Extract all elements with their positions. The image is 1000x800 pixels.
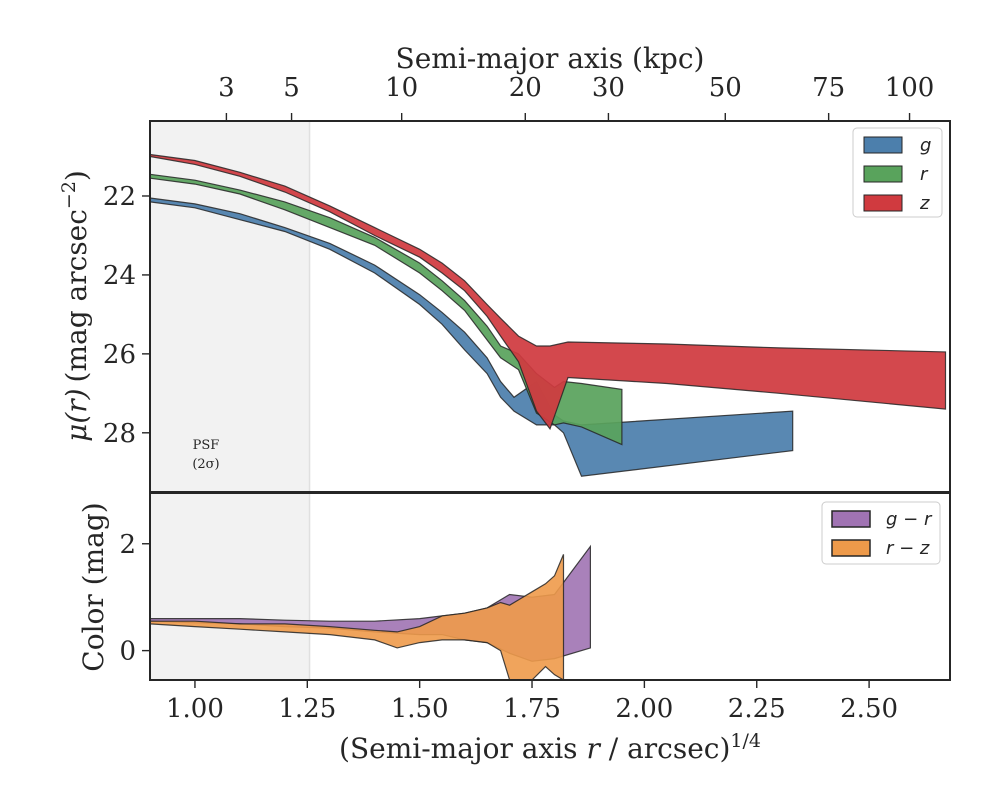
- top-y-label-close: ): [60, 170, 93, 181]
- psf-shade-regions: [150, 121, 311, 680]
- x-label-exponent: 1/4: [730, 730, 761, 752]
- bottom-xtick-label: 1.25: [278, 694, 336, 724]
- top-y-label-symbol: μ(r): [60, 388, 93, 441]
- top-y-label-exponent: −2: [58, 181, 80, 209]
- bottom-xtick-label: 2.25: [728, 694, 786, 724]
- x-label-variable: r: [586, 732, 601, 765]
- top-xtick-label: 30: [592, 73, 625, 103]
- top-ytick-label: 28: [103, 419, 136, 449]
- top-x-axis-label: Semi-major axis (kpc): [396, 42, 705, 75]
- bottom-x-axis-label: (Semi-major axis r / arcsec)1/4: [339, 730, 761, 765]
- color-bands: [150, 544, 591, 680]
- top-xtick-label: 20: [509, 73, 542, 103]
- legend-label-z: z: [919, 193, 930, 214]
- bottom-y-ticks: 02: [119, 530, 150, 667]
- top-y-axis-label: μ(r) (mag arcsec−2): [58, 170, 93, 442]
- legend-swatch-color-0: [831, 510, 871, 528]
- band-z: [150, 153, 947, 431]
- band-color-1: [150, 554, 565, 680]
- legend-label-r: r: [920, 164, 929, 185]
- bottom-xtick-label: 2.00: [615, 694, 673, 724]
- legend-swatch-color-1: [831, 539, 871, 557]
- x-label-prefix: (Semi-major axis: [339, 732, 586, 765]
- legend-label-color-1: r − z: [886, 538, 930, 559]
- top-xtick-label: 50: [709, 73, 742, 103]
- band-g: [150, 197, 794, 477]
- top-ytick-label: 24: [103, 261, 136, 291]
- legend-swatch-r: [863, 165, 903, 183]
- top-ytick-label: 22: [103, 182, 136, 212]
- bottom-x-ticks: 1.00 1.25 1.50 1.75 2.00 2.25 2.50: [166, 680, 898, 724]
- bottom-xtick-label: 1.00: [166, 694, 224, 724]
- x-label-suffix: / arcsec): [600, 732, 731, 765]
- bottom-ytick-label: 0: [119, 637, 136, 667]
- profile-bands: [150, 153, 947, 477]
- top-secondary-x-ticks: 3 5 10 20 30 50 75 100: [218, 73, 934, 121]
- legend-label-g: g: [920, 135, 931, 156]
- top-xtick-label: 3: [218, 73, 235, 103]
- top-xtick-label: 75: [812, 73, 845, 103]
- legend-swatch-g: [863, 136, 903, 154]
- surface-brightness-panel: [150, 153, 947, 477]
- top-xtick-label: 10: [385, 73, 418, 103]
- bottom-y-axis-label: Color (mag): [77, 502, 110, 671]
- bottom-axes-frame: [149, 492, 951, 681]
- top-xtick-label: 100: [885, 73, 935, 103]
- top-y-ticks: 22 24 26 28: [103, 182, 150, 449]
- psf-shade-bottom: [150, 493, 310, 680]
- psf-label: PSF: [193, 438, 220, 453]
- top-legend: grz: [852, 127, 943, 218]
- legend-swatch-z: [863, 194, 903, 212]
- top-ytick-label: 26: [103, 340, 136, 370]
- bottom-legend: g − r r − z: [821, 501, 941, 565]
- bottom-ytick-label: 2: [119, 530, 136, 560]
- psf-sigma-label: (2σ): [192, 457, 219, 472]
- bottom-xtick-label: 1.75: [503, 694, 561, 724]
- top-y-label-unit: (mag arcsec: [60, 209, 93, 382]
- psf-shade-top: [150, 121, 310, 492]
- legend-label-color-0: g − r: [886, 509, 933, 530]
- band-r: [150, 173, 623, 446]
- top-xtick-label: 5: [283, 73, 300, 103]
- bottom-xtick-label: 1.50: [391, 694, 449, 724]
- bottom-xtick-label: 2.50: [840, 694, 898, 724]
